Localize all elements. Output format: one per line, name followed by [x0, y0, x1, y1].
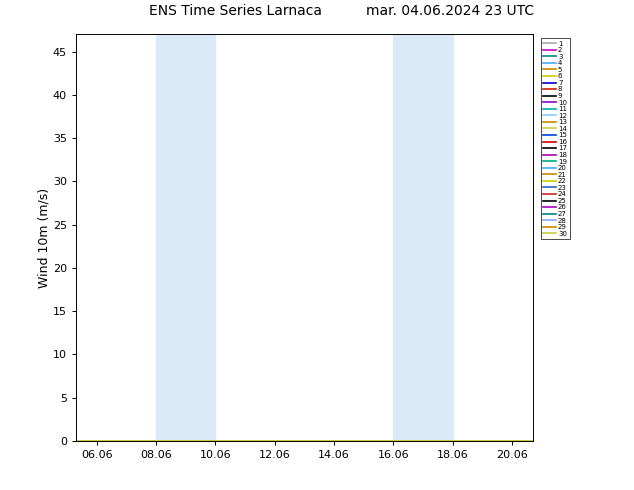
Bar [393, 34, 453, 441]
Text: ENS Time Series Larnaca: ENS Time Series Larnaca [150, 4, 322, 18]
Y-axis label: Wind 10m (m/s): Wind 10m (m/s) [37, 188, 50, 288]
Legend: 1, 2, 3, 4, 5, 6, 7, 8, 9, 10, 11, 12, 13, 14, 15, 16, 17, 18, 19, 20, 21, 22, 2: 1, 2, 3, 4, 5, 6, 7, 8, 9, 10, 11, 12, 1… [541, 38, 570, 240]
Bar [156, 34, 216, 441]
Text: mar. 04.06.2024 23 UTC: mar. 04.06.2024 23 UTC [366, 4, 534, 18]
